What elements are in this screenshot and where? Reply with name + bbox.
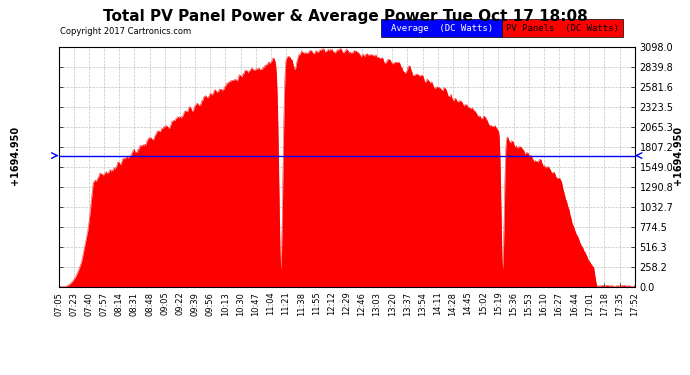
Text: PV Panels  (DC Watts): PV Panels (DC Watts) — [506, 24, 619, 33]
Text: Copyright 2017 Cartronics.com: Copyright 2017 Cartronics.com — [60, 27, 191, 36]
Text: Average  (DC Watts): Average (DC Watts) — [391, 24, 493, 33]
Text: +1694.950: +1694.950 — [673, 126, 683, 185]
Text: +1694.950: +1694.950 — [10, 126, 21, 185]
Text: Total PV Panel Power & Average Power Tue Oct 17 18:08: Total PV Panel Power & Average Power Tue… — [103, 9, 587, 24]
FancyBboxPatch shape — [382, 19, 502, 37]
FancyBboxPatch shape — [502, 19, 623, 37]
